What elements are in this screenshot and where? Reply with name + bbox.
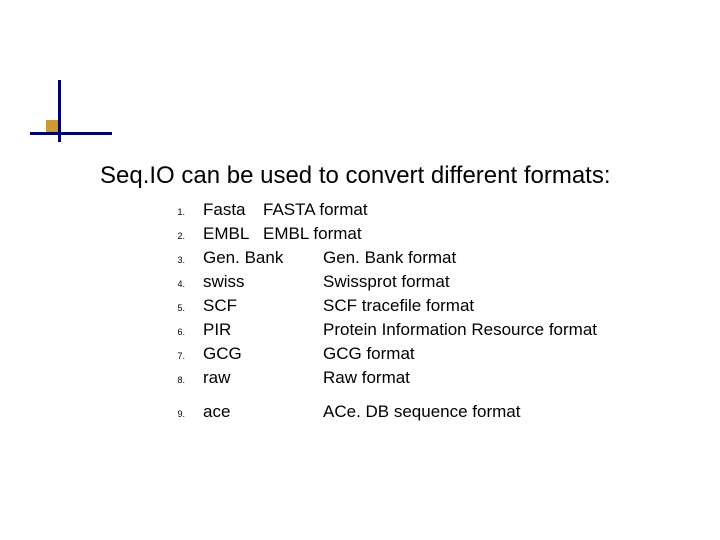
list-item-number: 6. bbox=[165, 323, 185, 337]
list-item-number: 9. bbox=[165, 405, 185, 419]
list-item: 7. GCGGCG format bbox=[165, 344, 597, 364]
list-item: 9. aceACe. DB sequence format bbox=[165, 402, 597, 422]
list-item: 8. rawRaw format bbox=[165, 368, 597, 388]
list-item-number: 4. bbox=[165, 275, 185, 289]
list-item-desc: Protein Information Resource format bbox=[323, 320, 597, 340]
list-item-number: 5. bbox=[165, 299, 185, 313]
list-item-number: 1. bbox=[165, 203, 185, 217]
list-item-desc: SCF tracefile format bbox=[323, 296, 474, 316]
list-item-name: PIR bbox=[203, 320, 323, 340]
list-item-desc: FASTA format bbox=[263, 200, 368, 220]
list-item-name: Gen. Bank bbox=[203, 248, 323, 268]
list-item-number: 7. bbox=[165, 347, 185, 361]
list-item-desc: Swissprot format bbox=[323, 272, 450, 292]
list-item-name: EMBL bbox=[203, 224, 263, 244]
list-item-number: 8. bbox=[165, 371, 185, 385]
list-item-name: raw bbox=[203, 368, 323, 388]
list-item: 3. Gen. BankGen. Bank format bbox=[165, 248, 597, 268]
list-item-name: SCF bbox=[203, 296, 323, 316]
list-item: 6. PIRProtein Information Resource format bbox=[165, 320, 597, 340]
list-item-desc: Gen. Bank format bbox=[323, 248, 456, 268]
decor-vertical-bar bbox=[58, 80, 61, 142]
list-item: 4. swissSwissprot format bbox=[165, 272, 597, 292]
list-item-name: swiss bbox=[203, 272, 323, 292]
list-item: 5. SCFSCF tracefile format bbox=[165, 296, 597, 316]
list-item-name: GCG bbox=[203, 344, 323, 364]
decor-horizontal-bar bbox=[30, 132, 112, 135]
list-item-number: 2. bbox=[165, 227, 185, 241]
list-item-desc: EMBL format bbox=[263, 224, 362, 244]
format-list: 1. FastaFASTA format 2. EMBLEMBL format 3. Ge… bbox=[165, 200, 597, 426]
list-item-desc: Raw format bbox=[323, 368, 410, 388]
list-item: 2. EMBLEMBL format bbox=[165, 224, 597, 244]
list-item-number: 3. bbox=[165, 251, 185, 265]
list-item-name: Fasta bbox=[203, 200, 263, 220]
decor-square bbox=[46, 120, 58, 132]
list-item-name: ace bbox=[203, 402, 323, 422]
list-item-desc: GCG format bbox=[323, 344, 415, 364]
list-item-desc: ACe. DB sequence format bbox=[323, 402, 520, 422]
list-item: 1. FastaFASTA format bbox=[165, 200, 597, 220]
slide-title: Seq.IO can be used to convert different … bbox=[100, 162, 611, 190]
